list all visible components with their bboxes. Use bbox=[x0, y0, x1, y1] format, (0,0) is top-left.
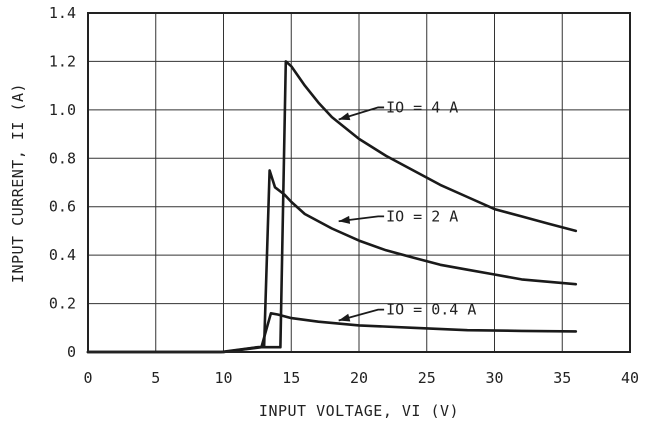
annotation-leader-2 bbox=[338, 308, 385, 322]
y-tick-labels: 0 0.2 0.4 0.6 0.8 1.0 1.2 1.4 bbox=[49, 4, 76, 361]
annotation-label-0: IO = 4 A bbox=[386, 98, 458, 116]
y-tick-label: 1.2 bbox=[49, 52, 76, 70]
y-tick-label: 0 bbox=[67, 343, 76, 361]
x-tick-label: 30 bbox=[485, 369, 503, 387]
y-axis-label: INPUT CURRENT, II (A) bbox=[9, 83, 27, 283]
y-tick-label: 0.8 bbox=[49, 149, 76, 167]
series-lines bbox=[86, 60, 578, 354]
y-tick-label: 0.4 bbox=[49, 246, 76, 264]
annotation-arrow-0 bbox=[338, 112, 351, 121]
annotations: IO = 4 A IO = 2 A IO = 0.4 A bbox=[338, 98, 476, 322]
grid-lines bbox=[87, 12, 631, 353]
y-tick-label: 0.2 bbox=[49, 295, 76, 313]
series-line-1 bbox=[86, 169, 578, 354]
x-axis-label: INPUT VOLTAGE, VI (V) bbox=[259, 402, 459, 420]
y-tick-label: 1.4 bbox=[49, 4, 76, 22]
x-tick-labels: 0 5 10 15 20 25 30 35 40 bbox=[83, 369, 639, 387]
annotation-label-1: IO = 2 A bbox=[386, 207, 458, 225]
plot-frame bbox=[87, 12, 631, 353]
annotation-label-2: IO = 0.4 A bbox=[386, 301, 476, 319]
x-tick-label: 40 bbox=[621, 369, 639, 387]
annotation-leader-1 bbox=[338, 215, 385, 223]
x-tick-label: 35 bbox=[553, 369, 571, 387]
y-tick-label: 1.0 bbox=[49, 101, 76, 119]
x-tick-label: 10 bbox=[214, 369, 232, 387]
series-line-0 bbox=[86, 60, 578, 354]
x-tick-label: 0 bbox=[83, 369, 92, 387]
x-tick-label: 20 bbox=[350, 369, 368, 387]
x-tick-label: 5 bbox=[151, 369, 160, 387]
x-tick-label: 15 bbox=[282, 369, 300, 387]
annotation-leader-0 bbox=[338, 106, 385, 121]
annotation-arrow-2 bbox=[338, 313, 351, 322]
x-tick-label: 25 bbox=[418, 369, 436, 387]
series-line-2 bbox=[86, 312, 578, 354]
y-tick-label: 0.6 bbox=[49, 198, 76, 216]
annotation-arrow-1 bbox=[338, 215, 351, 224]
